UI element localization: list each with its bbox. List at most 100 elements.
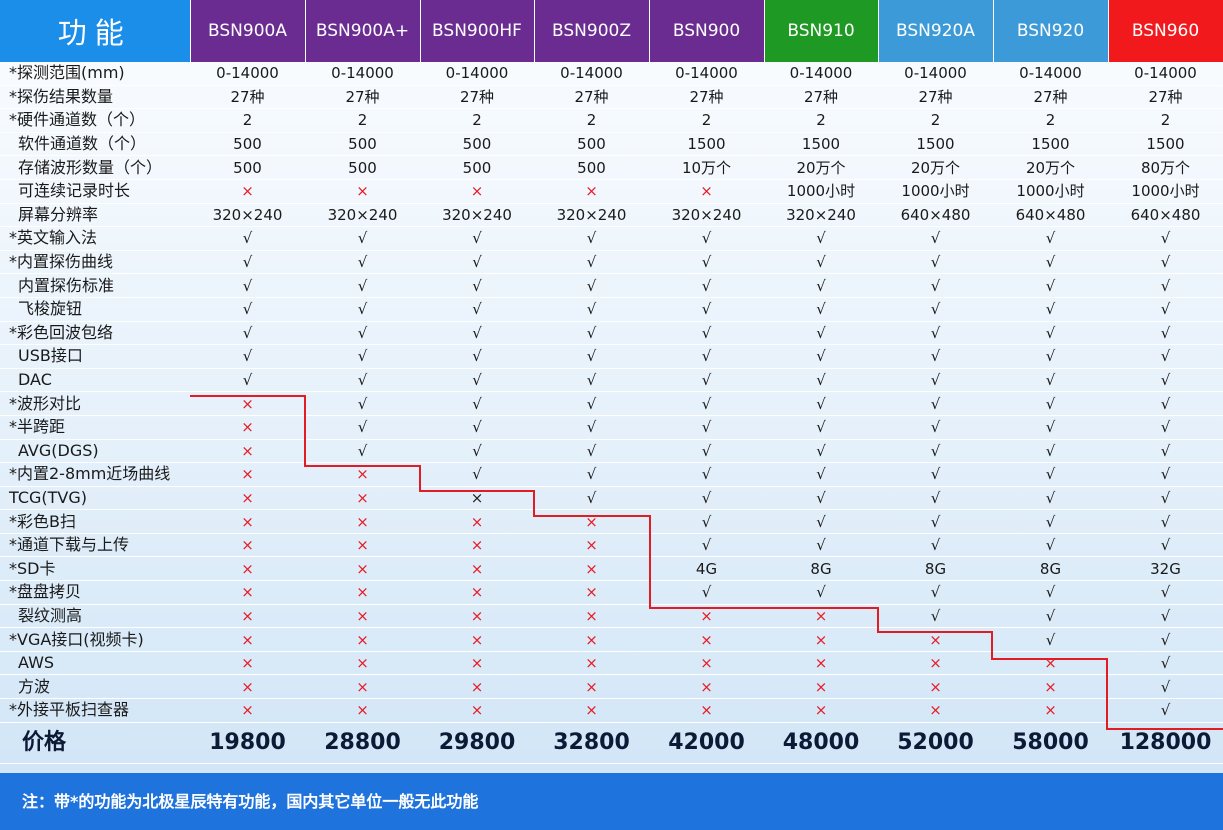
check-mark-cell: √	[764, 486, 878, 511]
check-mark-cell: √	[993, 368, 1108, 393]
check-mark-cell: √	[878, 226, 993, 251]
value-cell: 20万个	[993, 155, 1108, 180]
model-header-bsn900hf: BSN900HF	[420, 0, 535, 62]
cross-mark-cell: ×	[534, 533, 649, 558]
value-cell: 8G	[764, 556, 878, 582]
cross-mark-cell: ×	[305, 580, 420, 605]
cross-mark-cell: ×	[190, 533, 305, 558]
cross-mark-cell: ×	[190, 674, 305, 700]
check-mark-cell: √	[878, 273, 993, 298]
feature-label: 裂纹测高	[0, 604, 190, 629]
price-row: 价格 19800 28800 29800 32800 42000 48000 52000 580…	[0, 722, 1223, 764]
feature-label: *SD卡	[0, 556, 190, 582]
price-value: 28800	[305, 722, 420, 764]
check-mark-cell: √	[993, 344, 1108, 369]
cross-mark-cell: ×	[764, 698, 878, 723]
check-mark-cell: √	[993, 486, 1108, 511]
value-cell: 320×240	[764, 203, 878, 228]
cross-mark-cell: ×	[420, 580, 534, 605]
upgrade-step-line	[304, 465, 421, 467]
feature-label: USB接口	[0, 344, 190, 369]
check-mark-cell: √	[764, 297, 878, 322]
check-mark-cell: √	[305, 250, 420, 275]
check-mark-cell: √	[420, 226, 534, 251]
check-mark-cell: √	[993, 533, 1108, 558]
cross-mark-cell: ×	[993, 698, 1108, 723]
value-cell: 320×240	[649, 203, 764, 228]
check-mark-cell: √	[649, 250, 764, 275]
check-mark-cell: √	[534, 462, 649, 487]
feature-label: DAC	[0, 368, 190, 393]
check-mark-cell: √	[878, 321, 993, 346]
check-mark-cell: √	[534, 273, 649, 298]
value-cell: 2	[1108, 108, 1223, 133]
price-value: 29800	[420, 722, 534, 764]
check-mark-cell: √	[1108, 651, 1223, 676]
check-mark-cell: √	[420, 439, 534, 464]
value-cell: 4G	[649, 556, 764, 582]
price-value: 42000	[649, 722, 764, 764]
value-cell: 2	[764, 108, 878, 133]
cross-mark-cell: ×	[305, 627, 420, 652]
check-mark-cell: √	[993, 321, 1108, 346]
check-mark-cell: √	[420, 391, 534, 416]
check-mark-cell: √	[993, 273, 1108, 298]
value-cell: 8G	[993, 556, 1108, 582]
check-mark-cell: √	[878, 604, 993, 629]
model-header-bsn960: BSN960	[1108, 0, 1223, 62]
cross-mark-cell: ×	[190, 651, 305, 676]
value-cell: 2	[420, 108, 534, 133]
check-mark-cell: √	[993, 627, 1108, 652]
check-mark-cell: √	[764, 439, 878, 464]
check-mark-cell: √	[190, 273, 305, 298]
check-mark-cell: √	[190, 368, 305, 393]
table-row: *波形对比 × √ √ √ √ √ √ √ √	[0, 391, 1223, 416]
table-row: *通道下载与上传 × × × × √ √ √ √ √	[0, 533, 1223, 558]
table-row: 可连续记录时长 × × × × × 1000小时 1000小时 1000小时 1000小时	[0, 179, 1223, 204]
check-mark-cell: √	[1108, 580, 1223, 605]
check-mark-cell: √	[993, 509, 1108, 534]
check-mark-cell: √	[764, 344, 878, 369]
check-mark-cell: √	[420, 273, 534, 298]
value-cell: 1500	[878, 132, 993, 157]
check-mark-cell: √	[764, 509, 878, 534]
check-mark-cell: √	[1108, 321, 1223, 346]
value-cell: 1500	[1108, 132, 1223, 157]
check-mark-cell: √	[878, 486, 993, 511]
cross-mark-cell: ×	[190, 439, 305, 464]
cross-mark-cell: ×	[649, 674, 764, 700]
check-mark-cell: √	[993, 604, 1108, 629]
cross-mark-cell: ×	[305, 533, 420, 558]
value-cell: 640×480	[1108, 203, 1223, 228]
table-row: 软件通道数（个） 500 500 500 500 1500 1500 1500 1500 1500	[0, 132, 1223, 157]
value-cell: 320×240	[190, 203, 305, 228]
cross-mark-cell: ×	[420, 533, 534, 558]
value-cell: 1000小时	[764, 179, 878, 204]
table-row: *盘盘拷贝 × × × × √ √ √ √ √	[0, 580, 1223, 605]
price-label: 价格	[0, 722, 190, 764]
cross-mark-cell: ×	[534, 674, 649, 700]
value-cell: 500	[420, 132, 534, 157]
check-mark-cell: √	[1108, 368, 1223, 393]
check-mark-cell: √	[993, 415, 1108, 440]
table-row: AWS × × × × × × × × √	[0, 651, 1223, 676]
table-row: 方波 × × × × × × × × √	[0, 674, 1223, 700]
table-row: *硬件通道数（个） 2 2 2 2 2 2 2 2 2	[0, 108, 1223, 133]
check-mark-cell: √	[764, 226, 878, 251]
check-mark-cell: √	[1108, 226, 1223, 251]
check-mark-cell: √	[420, 321, 534, 346]
check-mark-cell: √	[764, 273, 878, 298]
check-mark-cell: √	[649, 533, 764, 558]
check-mark-cell: √	[649, 226, 764, 251]
check-mark-cell: √	[764, 368, 878, 393]
cross-mark-cell: ×	[305, 509, 420, 534]
cross-mark-cell: ×	[534, 651, 649, 676]
footnote: 注：带*的功能为北极星辰特有功能，国内其它单位一般无此功能	[0, 773, 1223, 830]
cross-mark-cell: ×	[534, 698, 649, 723]
table-row: *彩色B扫 × × × × √ √ √ √ √	[0, 509, 1223, 534]
check-mark-cell: √	[993, 439, 1108, 464]
check-mark-cell: √	[420, 250, 534, 275]
price-value: 58000	[993, 722, 1108, 764]
cross-mark-cell: ×	[878, 651, 993, 676]
value-cell: 1000小时	[878, 179, 993, 204]
